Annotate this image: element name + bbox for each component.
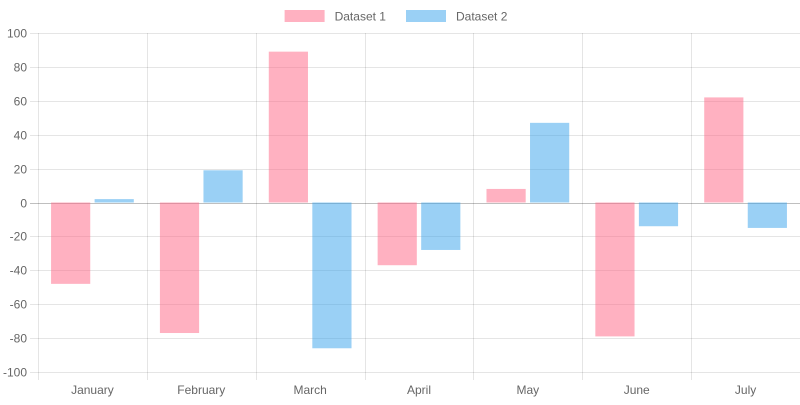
bar-2-april[interactable] (421, 202, 461, 250)
legend-item-dataset-2[interactable]: Dataset 2 (406, 10, 508, 24)
bar-1-may[interactable] (486, 188, 526, 203)
bar-1-march[interactable] (268, 51, 308, 203)
bars (51, 51, 787, 349)
bar-2-january[interactable] (94, 199, 134, 203)
x-tick-label: June (624, 383, 650, 397)
y-tick-label: 0 (20, 197, 27, 211)
legend-label: Dataset 1 (335, 10, 387, 24)
y-tick-label: 80 (14, 61, 28, 75)
x-tick-label: January (71, 383, 114, 397)
bar-2-july[interactable] (747, 202, 787, 228)
y-tick-label: 100 (7, 27, 27, 41)
bar-1-june[interactable] (595, 202, 635, 337)
y-tick-label: -100 (3, 366, 27, 380)
legend-swatch (284, 10, 325, 22)
x-tick-label: March (293, 383, 326, 397)
y-tick-label: -80 (10, 332, 28, 346)
x-tick-label: July (735, 383, 756, 397)
y-tick-label: -60 (10, 298, 28, 312)
legend-swatch (406, 10, 446, 22)
legend[interactable]: Dataset 1 Dataset 2 (284, 10, 508, 24)
y-tick-label: 60 (14, 95, 28, 109)
y-tick-label: -20 (10, 230, 28, 244)
x-tick-label: February (177, 383, 225, 397)
legend-label: Dataset 2 (456, 10, 508, 24)
bar-2-june[interactable] (638, 202, 679, 227)
bar-2-may[interactable] (530, 122, 570, 203)
legend-item-dataset-1[interactable]: Dataset 1 (284, 10, 387, 24)
y-tick-label: -40 (10, 264, 28, 278)
bar-1-january[interactable] (51, 202, 91, 284)
x-tick-label: May (517, 383, 540, 397)
y-tick-label: 40 (14, 129, 28, 143)
y-tick-label: 20 (14, 163, 28, 177)
bar-2-february[interactable] (203, 170, 243, 203)
bar-1-april[interactable] (377, 202, 417, 266)
bar-1-july[interactable] (704, 97, 744, 203)
axes: 100 80 60 40 20 0 -20 -40 -60 -80 -100 January Febru… (3, 27, 756, 398)
bar-2-march[interactable] (312, 202, 352, 349)
x-tick-label: April (407, 383, 431, 397)
bar-1-february[interactable] (159, 202, 200, 334)
